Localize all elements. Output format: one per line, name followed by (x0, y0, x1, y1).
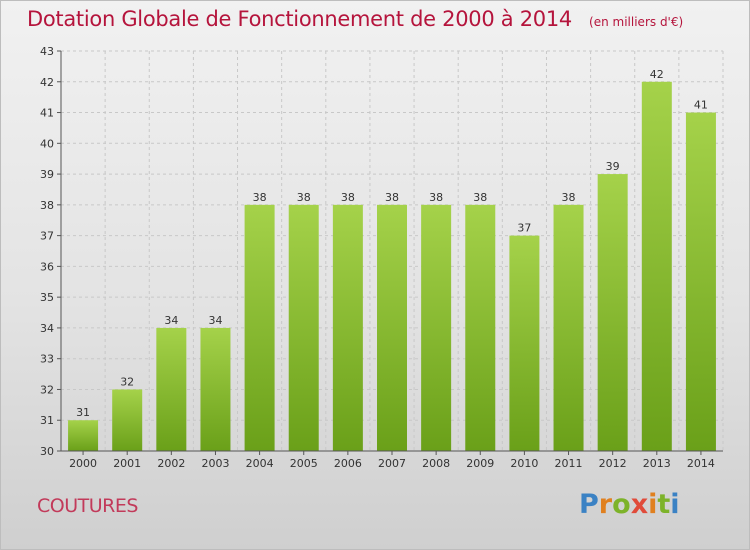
x-tick-label: 2005 (290, 457, 318, 470)
y-tick-label: 32 (40, 383, 54, 396)
logo-letter: r (598, 489, 613, 520)
y-tick-label: 41 (40, 107, 54, 120)
bar (685, 112, 716, 452)
y-tick-label: 39 (40, 168, 54, 181)
bar (244, 204, 275, 451)
x-tick-label: 2001 (113, 457, 141, 470)
logo-letter: x (630, 489, 649, 520)
x-tick-label: 2013 (643, 457, 671, 470)
bar (377, 204, 407, 451)
y-tick-label: 35 (40, 291, 54, 304)
data-label: 38 (297, 191, 311, 204)
data-label: 42 (650, 68, 664, 81)
data-label: 38 (429, 191, 443, 204)
bar (200, 327, 231, 451)
title-row: Dotation Globale de Fonctionnement de 20… (27, 7, 683, 31)
y-tick-label: 43 (40, 45, 54, 58)
logo-letter: i (648, 489, 658, 520)
chart-subtitle: (en milliers d'€) (589, 15, 684, 29)
proxiti-logo: Proxiti (579, 489, 680, 520)
logo-letter: o (612, 489, 631, 520)
data-label: 39 (606, 160, 620, 173)
x-tick-label: 2000 (69, 457, 97, 470)
bar (68, 420, 99, 451)
bar (156, 327, 187, 451)
bar (421, 204, 452, 451)
data-label: 38 (341, 191, 355, 204)
x-tick-label: 2012 (599, 457, 627, 470)
x-tick-label: 2014 (687, 457, 715, 470)
data-label: 32 (120, 375, 134, 388)
y-tick-label: 36 (40, 260, 54, 273)
logo-letter: t (657, 489, 671, 520)
x-tick-label: 2004 (246, 457, 274, 470)
y-tick-label: 34 (40, 322, 54, 335)
x-tick-label: 2006 (334, 457, 362, 470)
bars: 31 32 34 34 38 38 38 38 38 38 37 38 39 42 41 (68, 68, 716, 452)
x-tick-label: 2008 (422, 457, 450, 470)
bar (465, 204, 496, 451)
logo-letter: P (579, 489, 599, 520)
data-label: 34 (208, 314, 222, 327)
y-tick-label: 38 (40, 199, 54, 212)
logo-letter: i (670, 489, 680, 520)
y-tick-label: 31 (40, 414, 54, 427)
bar (641, 81, 672, 452)
y-tick-label: 30 (40, 445, 54, 458)
x-tick-label: 2007 (378, 457, 406, 470)
data-label: 38 (473, 191, 487, 204)
chart-title: Dotation Globale de Fonctionnement de 20… (27, 7, 572, 31)
bar (509, 235, 540, 451)
data-label: 34 (164, 314, 178, 327)
bar (597, 174, 628, 452)
y-tick-label: 42 (40, 76, 54, 89)
data-label: 38 (253, 191, 267, 204)
y-tick-label: 37 (40, 230, 54, 243)
data-label: 37 (517, 222, 531, 235)
x-tick-label: 2011 (555, 457, 583, 470)
bar (112, 389, 143, 451)
x-tick-label: 2003 (201, 457, 229, 470)
x-tick-label: 2002 (157, 457, 185, 470)
data-label: 31 (76, 406, 90, 419)
data-label: 38 (562, 191, 576, 204)
axes: 30 31 32 33 34 35 36 37 38 39 40 41 42 43 2000 2001 2002… (40, 45, 723, 470)
x-tick-label: 2010 (510, 457, 538, 470)
y-tick-label: 33 (40, 353, 54, 366)
bar (553, 204, 584, 451)
bar (332, 204, 363, 451)
commune-name: COUTURES (37, 495, 138, 517)
x-tick-label: 2009 (466, 457, 494, 470)
y-tick-label: 40 (40, 137, 54, 150)
bar (288, 204, 319, 451)
data-label: 41 (694, 99, 708, 112)
data-label: 38 (385, 191, 399, 204)
